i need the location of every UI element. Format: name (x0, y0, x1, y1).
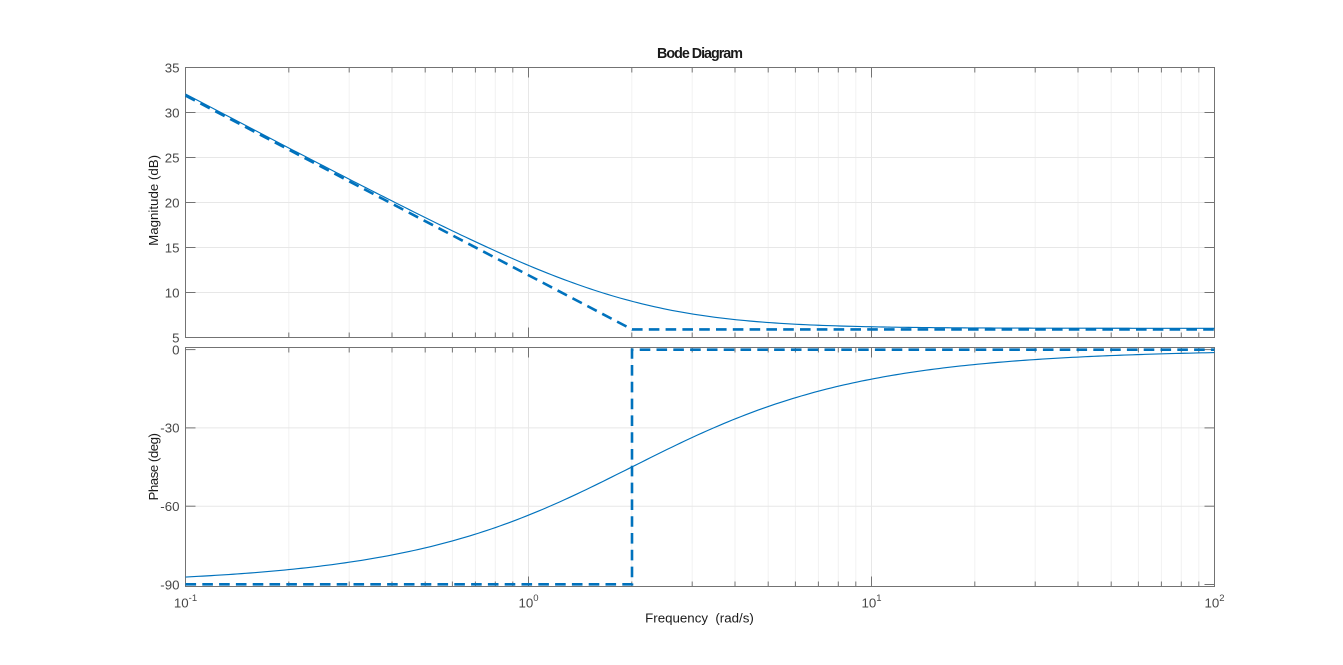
svg-text:Bode Diagram: Bode Diagram (657, 46, 742, 62)
svg-text:Phase (deg): Phase (deg) (146, 433, 161, 500)
svg-text:-60: -60 (160, 499, 179, 514)
svg-text:5: 5 (172, 330, 179, 345)
svg-text:-90: -90 (160, 577, 179, 592)
svg-text:20: 20 (165, 195, 180, 210)
svg-text:-30: -30 (160, 421, 179, 436)
svg-text:35: 35 (165, 60, 180, 75)
svg-text:Frequency (rad/s): Frequency (rad/s) (645, 611, 754, 626)
svg-text:15: 15 (165, 240, 180, 255)
svg-text:25: 25 (165, 150, 180, 165)
svg-text:30: 30 (165, 105, 180, 120)
svg-text:0: 0 (172, 342, 179, 357)
svg-text:10: 10 (165, 285, 180, 300)
svg-text:Magnitude (dB): Magnitude (dB) (146, 155, 161, 246)
